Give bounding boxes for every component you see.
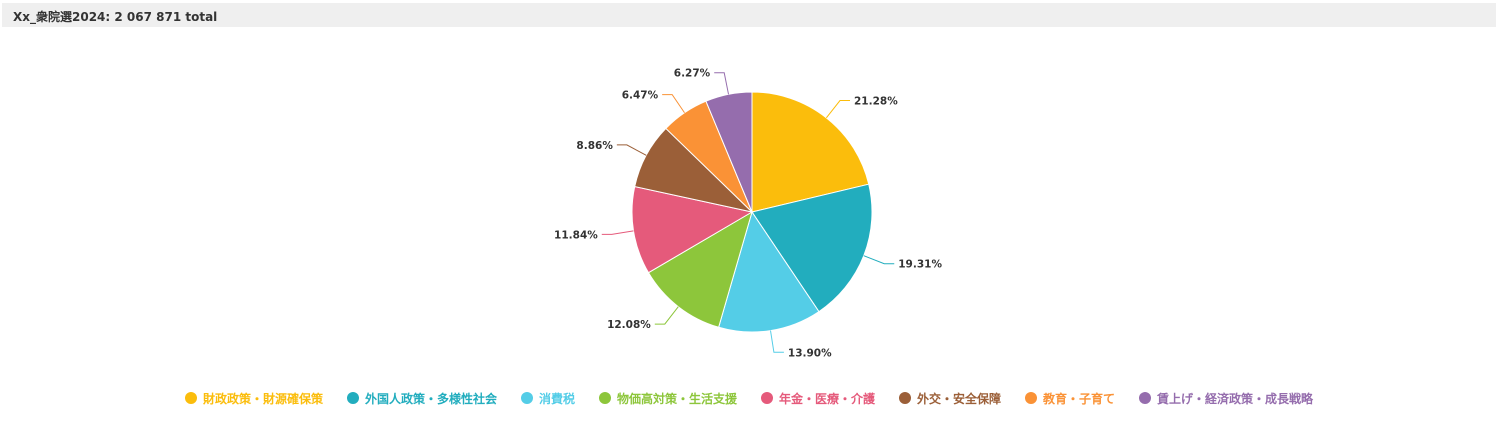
pie-slice[interactable] (751, 91, 870, 213)
pie-leader-line (770, 330, 784, 353)
legend-label: 消費税 (538, 391, 575, 406)
legend-color-dot-icon (899, 392, 912, 404)
legend-label: 外国人政策・多様性社会 (364, 391, 497, 406)
pie-chart: 21.28% 19.31% 13.90% 12.08% 11.84% 8.86% 6.47%… (554, 68, 942, 360)
pie-data-label: 11.84% (554, 229, 598, 241)
legend-item[interactable]: 外国人政策・多様性社会 (346, 390, 497, 407)
chart-title: Xx_衆院選2024: 2 067 871 total (13, 10, 218, 24)
legend-item[interactable]: 財政政策・財源確保策 (184, 390, 323, 407)
pie-data-labels: 21.28% 19.31% 13.90% 12.08% 11.84% 8.86% 6.47%… (554, 68, 942, 360)
legend-label: 教育・子育て (1043, 391, 1116, 406)
legend-color-dot-icon (520, 392, 533, 404)
legend-item[interactable]: 教育・子育て (1025, 390, 1115, 407)
pie-leader-line (825, 100, 851, 119)
pie-leader-line (601, 230, 634, 235)
legend-label: 財政政策・財源確保策 (202, 391, 323, 406)
pie-leader-lines (601, 72, 895, 353)
pie-data-label: 6.27% (674, 68, 711, 80)
pie-data-label: 12.08% (607, 319, 651, 331)
pie-data-label: 19.31% (898, 259, 942, 271)
legend-item[interactable]: 物価高対策・生活支援 (598, 390, 737, 407)
pie-leader-line (863, 255, 895, 265)
pie-slices (631, 91, 873, 333)
pie-slice[interactable] (647, 210, 753, 328)
chart-legend: 財政政策・財源確保策 外国人政策・多様性社会 消費税 物価高対策・生活支援 年金・医療・… (0, 387, 1498, 409)
pie-data-label: 21.28% (854, 96, 898, 108)
legend-item[interactable]: 年金・医療・介護 (761, 390, 875, 407)
legend-item[interactable]: 消費税 (520, 390, 575, 407)
legend-label: 外交・安全保障 (917, 391, 1002, 406)
pie-leader-line (662, 94, 685, 114)
legend-color-dot-icon (598, 392, 611, 404)
pie-leader-line (654, 306, 679, 325)
chart-header-bar: Xx_衆院選2024: 2 067 871 total (2, 3, 1496, 27)
legend-color-dot-icon (346, 392, 359, 404)
legend-label: 賃上げ・経済政策・成長戦略 (1157, 391, 1314, 406)
legend-color-dot-icon (1025, 392, 1038, 404)
legend-item[interactable]: 賃上げ・経済政策・成長戦略 (1139, 390, 1313, 407)
pie-slice[interactable] (751, 183, 873, 313)
pie-leader-line (714, 72, 730, 95)
pie-data-label: 6.47% (622, 90, 659, 102)
pie-slice[interactable] (631, 185, 754, 274)
pie-data-label: 13.90% (788, 347, 832, 359)
pie-leader-line (616, 144, 647, 156)
legend-label: 年金・医療・介護 (779, 391, 876, 406)
legend-color-dot-icon (1139, 392, 1152, 404)
legend-item[interactable]: 外交・安全保障 (899, 390, 1001, 407)
legend-color-dot-icon (184, 392, 197, 404)
pie-data-label: 8.86% (576, 140, 613, 152)
legend-color-dot-icon (761, 392, 773, 404)
legend-label: 物価高対策・生活支援 (616, 391, 737, 406)
